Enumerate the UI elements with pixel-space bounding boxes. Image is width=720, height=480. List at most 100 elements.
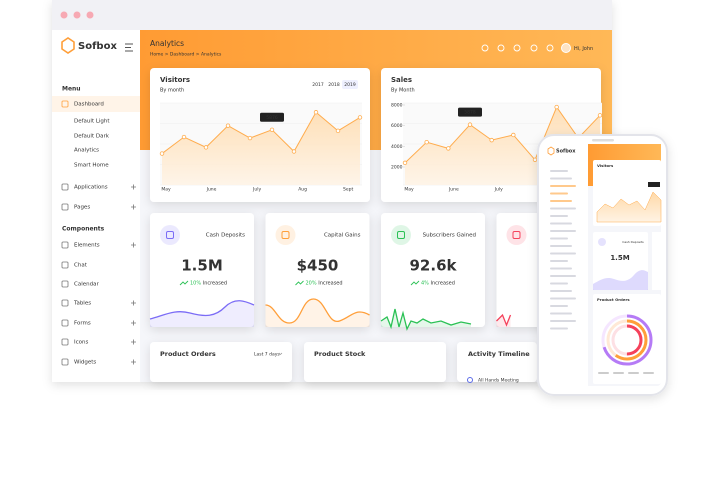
year-tab[interactable]: 2019 (344, 82, 356, 88)
x-tick-label: June (448, 187, 459, 193)
change-label: Increased (203, 280, 227, 286)
spark-line (380, 308, 472, 331)
phone-speaker (592, 139, 614, 142)
tooltip-text: 5878 (464, 110, 476, 116)
donut-ring (601, 314, 653, 366)
y-tick-label: 8000 (391, 103, 403, 109)
menu-item[interactable]: Default Light (74, 119, 110, 125)
phone-sidebar (544, 144, 588, 386)
stat-value: $450 (297, 257, 339, 275)
menu-item[interactable]: Default Dark (74, 134, 110, 140)
browser-bar (52, 0, 612, 30)
menu-icon (61, 338, 69, 346)
point (247, 135, 253, 141)
point (532, 157, 538, 162)
x-tick-label: Aug (298, 187, 307, 193)
expand-icon (131, 339, 136, 345)
sparkline (496, 313, 512, 327)
menu-item[interactable]: Smart Home (74, 163, 109, 169)
window-dot (60, 11, 68, 19)
menu-item[interactable]: Calendar (74, 282, 99, 288)
sparkline (149, 300, 255, 327)
phone-menu-line (550, 252, 576, 255)
menu-item[interactable]: Analytics (74, 148, 99, 154)
phone-menu-line (550, 207, 576, 210)
tooltip (260, 112, 284, 122)
menu-toggle[interactable] (125, 43, 133, 52)
stat-icon-bg (275, 225, 296, 245)
card-title: Visitors (160, 76, 190, 84)
phone-logo-icon (547, 146, 555, 156)
card (457, 342, 537, 382)
point (159, 151, 165, 156)
menu-icon (61, 261, 69, 269)
stat-icon-bg (391, 225, 411, 245)
phone-menu-line (550, 245, 572, 247)
card-title: Activity Timeline (468, 350, 530, 358)
menu-item[interactable]: Elements (74, 243, 100, 249)
card (265, 213, 370, 327)
filter-dropdown[interactable]: Last 7 days (254, 352, 280, 358)
spark-line (496, 313, 512, 327)
card-title: Product Orders (160, 350, 216, 358)
menu-item[interactable]: Forms (74, 321, 91, 327)
change-percent: 10% (190, 280, 201, 286)
change-label: Increased (318, 280, 342, 286)
trend-icon (179, 280, 189, 286)
point (489, 137, 494, 143)
stat-icon-bg (506, 225, 527, 245)
x-tick-label: July (494, 187, 503, 193)
point (467, 122, 473, 127)
phone-menu-line (550, 170, 568, 172)
x-tick-label: Sept (343, 187, 353, 193)
phone-menu-line (550, 177, 572, 180)
logo-icon (61, 37, 75, 54)
point (203, 145, 209, 150)
header-icon (513, 44, 521, 52)
menu-item[interactable]: Icons (74, 340, 88, 346)
menu-item[interactable]: Pages (74, 205, 90, 211)
phone-card-title: Visitors (597, 163, 614, 168)
year-tab[interactable]: 2017 (312, 82, 324, 88)
x-tick-label: May (404, 187, 414, 193)
user-name: Hi, John (574, 46, 593, 52)
phone-card (593, 232, 648, 290)
phone-tooltip (648, 182, 660, 187)
change-percent: 20% (306, 280, 317, 286)
menu-item[interactable]: Tables (73, 301, 91, 307)
expand-icon (131, 320, 136, 326)
menu-item[interactable]: Applications (74, 185, 108, 191)
stat-change: 20% Increased (306, 280, 343, 286)
page-title: Analytics (150, 39, 184, 48)
sparkline (265, 298, 370, 327)
menu-item[interactable]: Chat (74, 263, 88, 269)
card (381, 213, 485, 327)
card (150, 213, 254, 327)
phone-menu-line (550, 222, 572, 225)
header-icon (530, 44, 538, 52)
phone-legend (598, 372, 609, 374)
card-title: Sales (391, 76, 412, 84)
menu-icon (61, 299, 69, 307)
phone-menu-line (550, 320, 576, 322)
stat-change: 4% Increased (421, 280, 455, 286)
y-tick-label: 6000 (391, 123, 403, 129)
phone-menu-line (550, 200, 572, 202)
menu-item[interactable]: Widgets (74, 360, 96, 366)
menu-icon (61, 183, 69, 191)
logo: Sofbox (78, 41, 117, 52)
phone-stat-value: 1.5M (610, 254, 629, 262)
phone-menu-line (550, 192, 568, 195)
window-dot (86, 11, 94, 19)
point (357, 115, 363, 120)
caret (278, 352, 283, 355)
phone-legend (643, 372, 654, 374)
menu-item[interactable]: Dashboard (74, 102, 104, 108)
phone-legend (613, 372, 624, 374)
breadcrumb: Home > Dashboard > Analytics (150, 52, 222, 58)
stat-icon (166, 231, 174, 239)
phone-chart (596, 191, 662, 223)
phone-menu-line (550, 327, 568, 330)
year-tab[interactable]: 2018 (328, 82, 340, 88)
point (291, 149, 297, 154)
